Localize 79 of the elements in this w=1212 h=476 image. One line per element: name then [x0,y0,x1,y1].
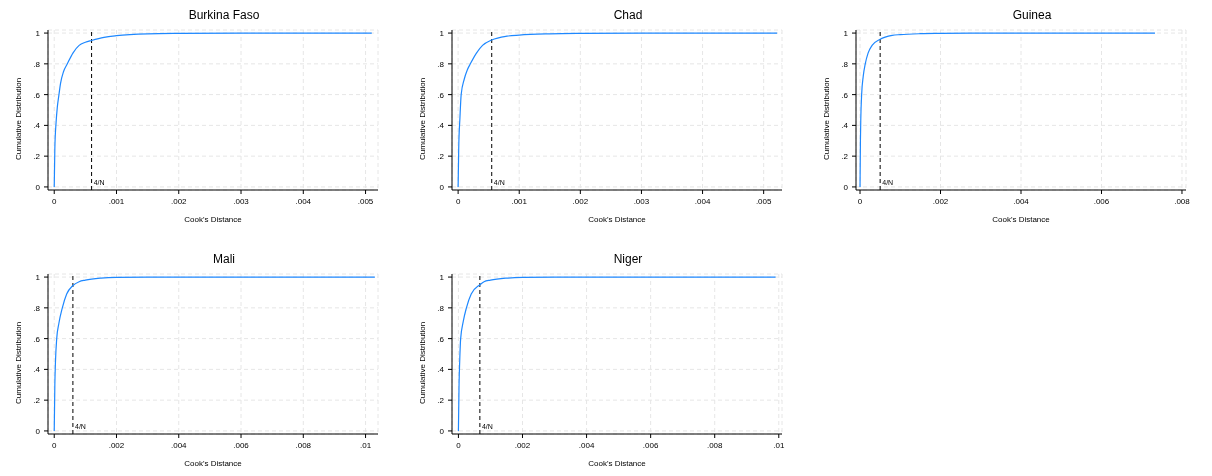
x-tick-label: .001 [108,197,125,206]
x-tick-label: 0 [857,197,863,206]
y-tick-label: .2 [437,396,445,406]
x-tick-label: 0 [455,197,461,206]
y-tick-label: .6 [437,334,445,344]
y-tick-label: .6 [841,90,849,100]
x-tick-label: .002 [572,197,589,206]
x-tick-label: 0 [456,441,462,450]
y-tick-label: .4 [33,365,41,375]
chart-title: Chad [612,8,644,24]
x-tick-label: .008 [1174,197,1191,206]
x-axis-title: Cook's Distance [184,459,243,468]
line-series [859,32,1156,188]
line-series [53,276,376,432]
x-tick-label: .01 [359,441,372,450]
x-tick-label: .005 [357,197,374,206]
x-axis-title: Cook's Distance [588,459,647,468]
x-axis-title: Cook's Distance [588,215,647,224]
x-tick-label: .006 [233,441,250,450]
x-axis-title: Cook's Distance [184,215,243,224]
x-tick-label: .005 [755,197,772,206]
y-tick-label: .4 [437,121,445,131]
x-tick-label: .002 [514,441,531,450]
line-series [53,32,373,188]
x-tick-label: .002 [108,441,125,450]
x-tick-label: 0 [52,197,57,206]
y-tick-label: .2 [33,152,41,162]
y-tick-label: .2 [33,396,41,406]
y-tick-label: .4 [437,365,445,375]
x-tick-label: .004 [694,197,711,206]
chart-title: Guinea [1011,8,1053,24]
y-tick-label: 1 [843,29,849,39]
line-series [457,276,777,432]
x-tick-label: .004 [295,197,312,206]
x-tick-label: .008 [295,441,312,450]
x-tick-label: .01 [773,441,785,450]
x-tick-label: .002 [170,197,188,206]
line-series [457,32,778,188]
chart-title: Niger [612,252,644,268]
y-tick-label: 1 [35,29,41,39]
y-tick-label: .2 [841,152,849,162]
y-axis-title: Cumulative Distribution [417,77,427,160]
x-tick-label: .004 [578,441,595,450]
y-tick-label: .8 [841,59,849,69]
y-tick-label: .8 [33,303,41,313]
y-tick-label: 0 [35,426,41,436]
y-tick-label: 0 [439,182,445,192]
x-tick-label: .006 [642,441,659,450]
x-tick-label: .002 [932,197,949,206]
y-tick-label: .6 [33,334,41,344]
y-tick-label: 1 [35,273,41,283]
y-tick-label: .8 [437,303,445,313]
x-tick-label: .006 [1093,197,1110,206]
x-tick-label: .008 [706,441,724,450]
y-axis-title: Cumulative Distribution [417,321,427,404]
x-tick-label: .001 [511,197,528,206]
y-tick-label: 0 [35,182,41,192]
x-tick-label: .003 [233,197,250,206]
y-tick-label: 1 [439,29,445,39]
y-axis-title: Cumulative Distribution [13,77,23,160]
x-tick-label: .004 [1013,197,1030,206]
y-tick-label: .4 [841,121,849,131]
y-tick-label: 1 [439,273,445,283]
y-tick-label: .4 [33,121,41,131]
x-tick-label: .003 [633,197,650,206]
y-tick-label: .6 [33,90,41,100]
y-tick-label: .6 [437,90,445,100]
y-tick-label: .2 [437,152,445,162]
y-tick-label: .8 [437,59,445,69]
chart-title: Burkina Faso [187,8,261,24]
x-axis-title: Cook's Distance [992,215,1051,224]
y-tick-label: 0 [439,426,445,436]
x-tick-label: .004 [170,441,188,450]
chart-title: Mali [212,252,236,268]
y-axis-title: Cumulative Distribution [13,321,23,404]
y-tick-label: .8 [33,59,41,69]
y-tick-label: 0 [843,182,849,192]
x-tick-label: 0 [52,441,57,450]
y-axis-title: Cumulative Distribution [821,77,831,160]
